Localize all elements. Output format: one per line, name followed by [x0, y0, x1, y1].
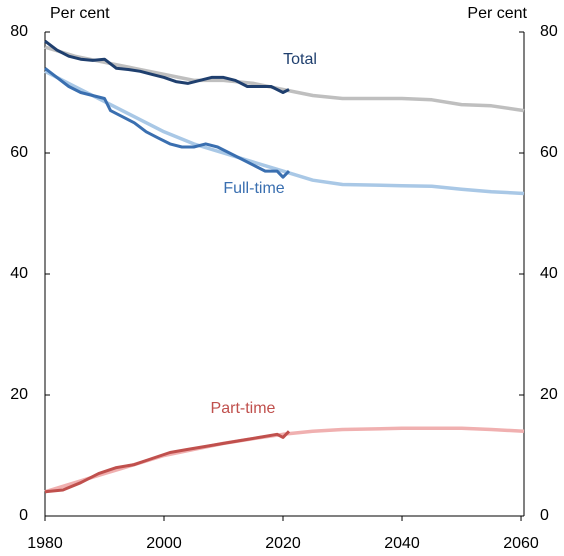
x-tick-label: 1980 — [27, 535, 63, 552]
x-tick-label: 2060 — [503, 535, 539, 552]
x-tick-label: 2040 — [384, 535, 420, 552]
y2-tick-label: 0 — [540, 507, 549, 524]
y-tick-label: 80 — [10, 23, 28, 40]
series-label: Full-time — [223, 180, 284, 197]
y2-tick-label: 80 — [540, 23, 558, 40]
series-line — [44, 67, 291, 179]
series-line — [44, 69, 525, 196]
y2-axis-label: Per cent — [467, 5, 527, 22]
x-tick-label: 2000 — [146, 535, 182, 552]
y-tick-label: 40 — [10, 265, 28, 282]
y2-tick-label: 40 — [540, 265, 558, 282]
y-tick-label: 60 — [10, 144, 28, 161]
y-tick-label: 20 — [10, 386, 28, 403]
y-axis-label: Per cent — [50, 5, 110, 22]
series-label: Total — [283, 51, 317, 68]
y-tick-label: 0 — [19, 507, 28, 524]
series-label: Part-time — [211, 400, 276, 417]
series-line — [44, 39, 290, 94]
x-tick-label: 2020 — [265, 535, 301, 552]
series-line — [44, 430, 291, 494]
y2-tick-label: 20 — [540, 386, 558, 403]
y2-tick-label: 60 — [540, 144, 558, 161]
